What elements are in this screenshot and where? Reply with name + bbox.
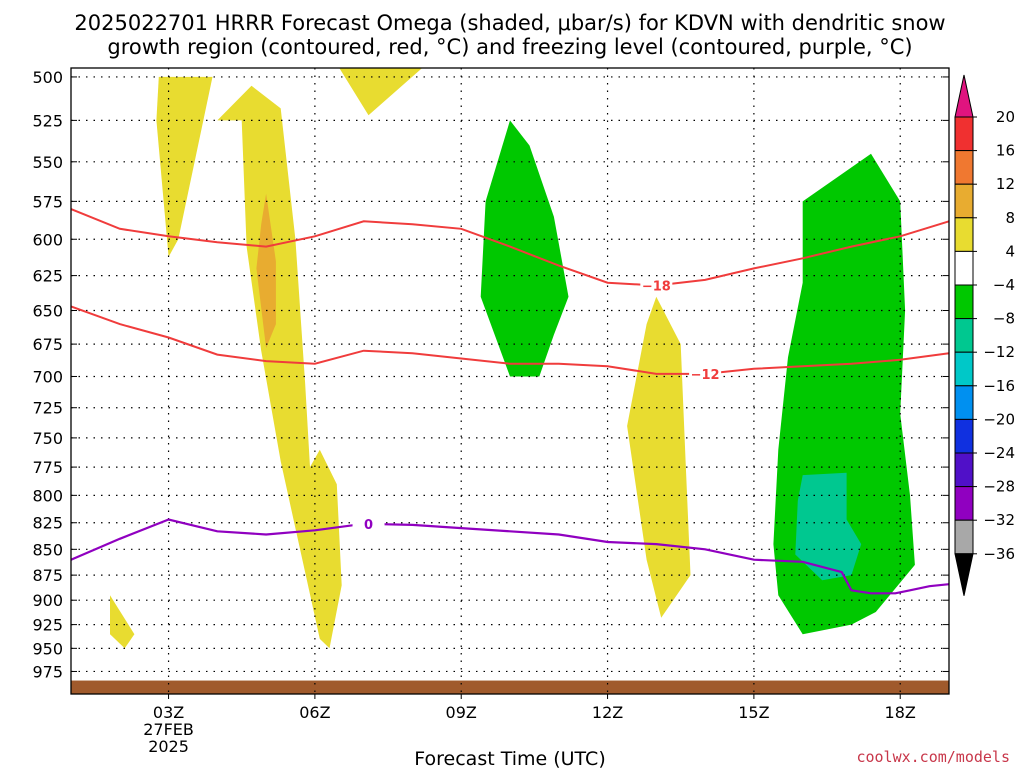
freezing-level-contour <box>70 518 950 595</box>
dgz-contour-lower <box>70 305 950 375</box>
colorbar: 20 16 12 8 4 −4 −8 −12 −16 −20 −24 −28 −32 −36 <box>954 74 1015 596</box>
colorbar-box-6 <box>954 284 974 320</box>
y-tick-label-725: 725 <box>32 399 63 418</box>
omega-shading <box>110 68 915 649</box>
terrain-fill <box>71 680 949 694</box>
y-tick-label-875: 875 <box>32 566 63 585</box>
omega-region-1 <box>156 76 213 257</box>
dgz-label-upper: −18 <box>642 280 671 295</box>
colorbar-label-13: −32 <box>983 511 1015 529</box>
x-tick-label-15Z: 15Z <box>738 703 769 722</box>
x-tick-label-06Z: 06Z <box>299 703 330 722</box>
omega-region-3 <box>295 68 423 116</box>
credit-text: coolwx.com/models <box>856 748 1010 766</box>
dgz-contour-upper <box>70 208 950 287</box>
y-tick-label-700: 700 <box>32 367 63 386</box>
omega-region-5 <box>627 296 691 618</box>
x-date-label: 27FEB <box>143 720 194 739</box>
colorbar-label-2: 16 <box>996 142 1015 160</box>
dgz-label-upper-bg <box>640 277 673 294</box>
colorbar-box-12 <box>954 486 974 521</box>
colorbar-box-3 <box>954 183 974 219</box>
x-tick-label-12Z: 12Z <box>592 703 623 722</box>
colorbar-box-7 <box>954 318 974 353</box>
y-tick-label-975: 975 <box>32 662 63 681</box>
y-tick-label-775: 775 <box>32 458 63 477</box>
y-tick-label-950: 950 <box>32 639 63 658</box>
colorbar-top-arrow <box>954 74 974 118</box>
omega-region-2 <box>217 85 342 649</box>
chart-title-line-1: 2025022701 HRRR Forecast Omega (shaded, … <box>74 11 945 35</box>
colorbar-box-10 <box>954 418 974 454</box>
y-tick-label-525: 525 <box>32 111 63 130</box>
colorbar-box-5 <box>954 250 974 286</box>
colorbar-bottom-arrow <box>954 553 974 596</box>
colorbar-label-3: 12 <box>996 175 1015 193</box>
colorbar-label-8: −12 <box>983 343 1015 361</box>
y-tick-label-650: 650 <box>32 302 63 321</box>
colorbar-label-5: 4 <box>1005 242 1015 260</box>
colorbar-label-14: −36 <box>983 545 1015 563</box>
x-tick-label-09Z: 09Z <box>446 703 477 722</box>
x-year-label: 2025 <box>148 737 189 756</box>
chart-title-line-2: growth region (contoured, red, °C) and f… <box>107 35 912 59</box>
y-tick-label-675: 675 <box>32 335 63 354</box>
colorbar-label-1: 20 <box>996 108 1015 126</box>
freezing-label-bg <box>352 515 385 532</box>
colorbar-box-2 <box>954 150 974 185</box>
y-axis: 500 525 550 575 600 625 650 675 700 725 750 775 800 8… <box>32 68 949 681</box>
y-tick-label-850: 850 <box>32 540 63 559</box>
y-tick-label-600: 600 <box>32 230 63 249</box>
omega-region-9 <box>795 472 862 581</box>
colorbar-box-1 <box>954 116 974 152</box>
plot-frame <box>70 67 950 695</box>
dgz-label-lower-bg <box>689 365 722 382</box>
colorbar-label-9: −16 <box>983 377 1015 395</box>
colorbar-label-10: −20 <box>983 410 1015 428</box>
terrain-band <box>71 680 949 694</box>
colorbar-label-6: −4 <box>993 276 1015 294</box>
colorbar-box-11 <box>954 452 974 488</box>
y-tick-label-750: 750 <box>32 429 63 448</box>
colorbar-box-8 <box>954 351 974 387</box>
freezing-label: 0 <box>364 518 373 533</box>
colorbar-label-4: 8 <box>1005 209 1015 227</box>
colorbar-box-9 <box>954 385 974 420</box>
omega-region-7 <box>480 120 569 377</box>
colorbar-label-12: −28 <box>983 478 1015 496</box>
y-tick-label-825: 825 <box>32 514 63 533</box>
colorbar-label-11: −24 <box>983 444 1015 462</box>
plot-border <box>70 67 950 695</box>
y-tick-label-575: 575 <box>32 192 63 211</box>
y-tick-label-500: 500 <box>32 68 63 87</box>
omega-region-4 <box>110 595 135 649</box>
x-axis-label: Forecast Time (UTC) <box>414 748 605 768</box>
y-tick-label-925: 925 <box>32 616 63 635</box>
contour-lines: −18 −12 0 <box>70 208 950 595</box>
y-tick-label-550: 550 <box>32 153 63 172</box>
y-tick-label-900: 900 <box>32 591 63 610</box>
colorbar-label-7: −8 <box>993 310 1015 328</box>
colorbar-box-13 <box>954 519 974 555</box>
omega-region-6 <box>256 193 276 349</box>
y-tick-label-800: 800 <box>32 486 63 505</box>
y-tick-label-625: 625 <box>32 267 63 286</box>
dgz-label-lower: −12 <box>691 368 720 383</box>
colorbar-box-4 <box>954 217 974 252</box>
x-tick-label-18Z: 18Z <box>885 703 916 722</box>
x-tick-label-03Z: 03Z <box>153 703 184 722</box>
